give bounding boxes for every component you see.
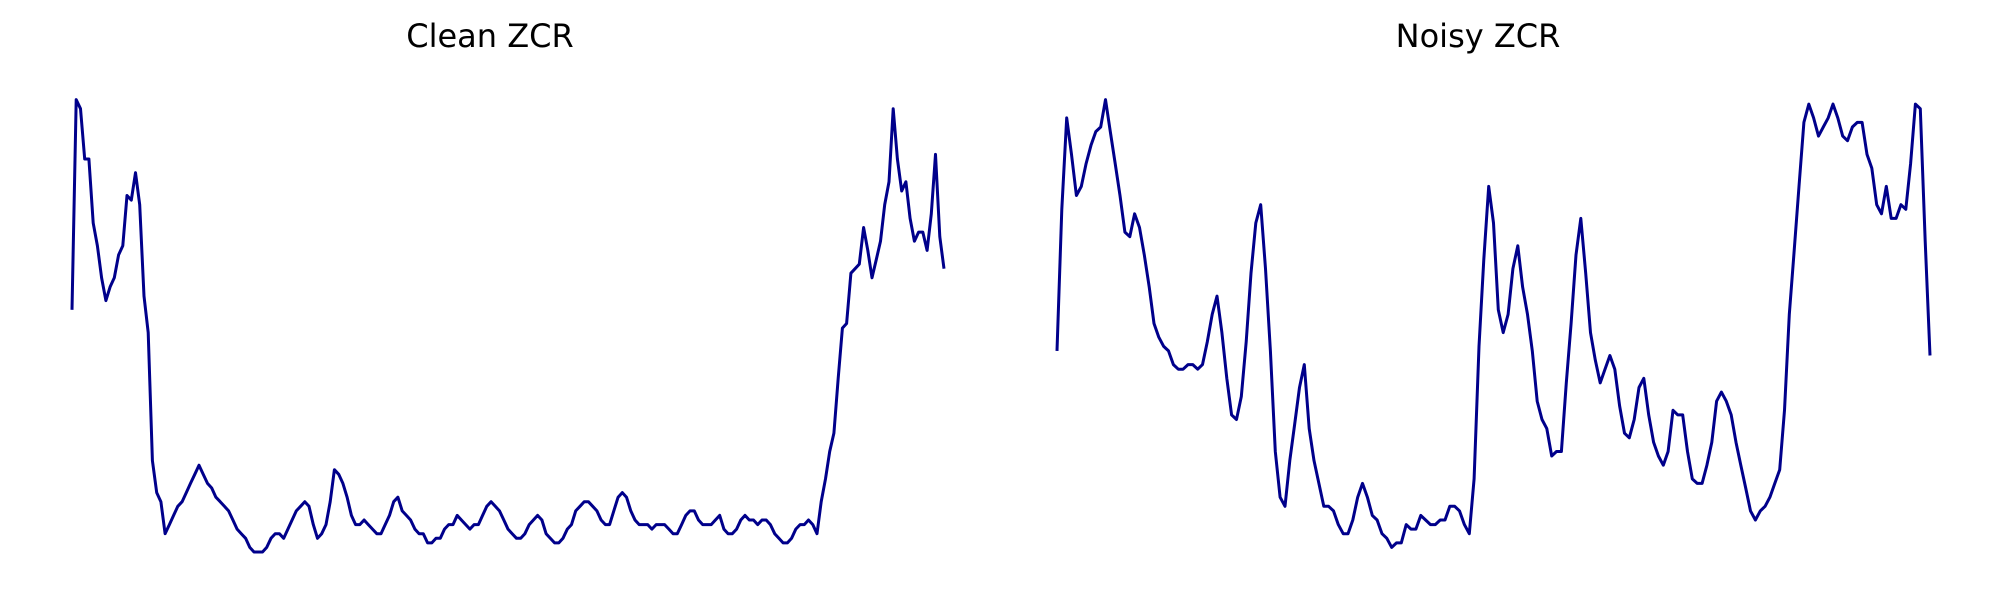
clean-zcr-panel: Clean ZCR — [70, 17, 946, 554]
noisy-zcr-title: Noisy ZCR — [1396, 17, 1561, 55]
clean-zcr-title: Clean ZCR — [406, 17, 573, 55]
clean-zcr-series — [70, 98, 946, 554]
clean-zcr-line — [70, 98, 946, 554]
noisy-zcr-panel: Noisy ZCR — [1055, 17, 1932, 549]
noisy-zcr-series — [1055, 98, 1932, 549]
noisy-zcr-line — [1055, 98, 1932, 549]
